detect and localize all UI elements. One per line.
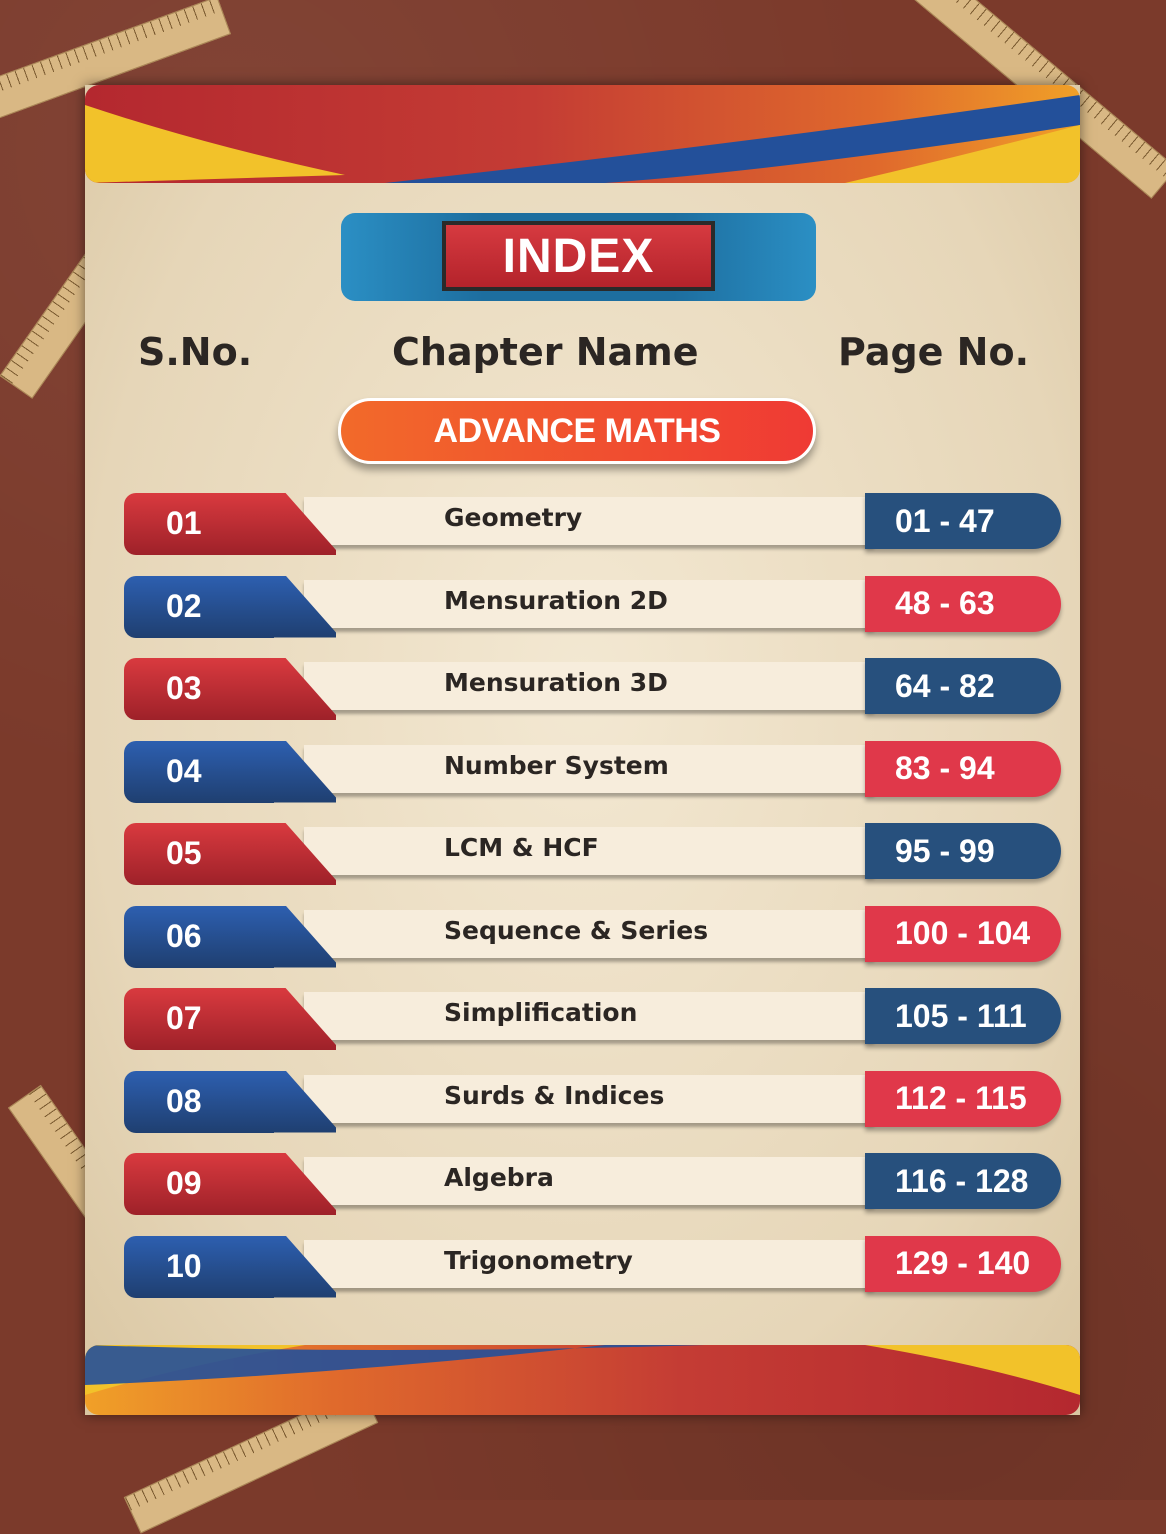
index-row: 02 Mensuration 2D 48 - 63	[124, 575, 1062, 638]
index-row: 09 Algebra 116 - 128	[124, 1153, 1062, 1215]
sno-value: 05	[166, 835, 202, 871]
sno-badge: 09	[124, 1153, 274, 1215]
chapter-name: Simplification	[444, 998, 638, 1027]
column-header-chapter: Chapter Name	[392, 330, 699, 374]
index-row: 01 Geometry 01 - 47	[124, 493, 1062, 555]
sno-value: 08	[166, 1082, 202, 1119]
page-range: 105 - 111	[895, 997, 1027, 1034]
page-range: 112 - 115	[895, 1080, 1027, 1116]
page-range-badge: 112 - 115	[865, 1070, 1061, 1127]
sno-value: 02	[166, 587, 202, 624]
sno-badge: 01	[124, 493, 274, 555]
sno-badge: 05	[124, 823, 274, 885]
index-row: 05 LCM & HCF 95 - 99	[124, 823, 1062, 885]
index-row: 07 Simplification 105 - 111	[124, 988, 1062, 1050]
page-range: 48 - 63	[895, 585, 995, 621]
index-row: 10 Trigonometry 129 - 140	[124, 1235, 1062, 1298]
index-row: 03 Mensuration 3D 64 - 82	[124, 658, 1062, 720]
chapter-strip	[304, 1239, 874, 1288]
chapter-name: LCM & HCF	[444, 833, 599, 862]
page-range: 83 - 94	[895, 750, 995, 786]
page-range: 116 - 128	[895, 1162, 1029, 1199]
page-title: INDEX	[502, 229, 655, 283]
page-range-badge: 01 - 47	[865, 493, 1061, 549]
sno-badge: 06	[124, 905, 274, 968]
section-title: ADVANCE MATHS	[433, 411, 721, 450]
section-badge: ADVANCE MATHS	[338, 398, 816, 464]
index-row: 06 Sequence & Series 100 - 104	[124, 905, 1062, 968]
index-row: 08 Surds & Indices 112 - 115	[124, 1070, 1062, 1133]
sno-badge: 08	[124, 1070, 274, 1133]
chapter-name: Mensuration 2D	[444, 585, 668, 615]
page-range-badge: 116 - 128	[865, 1153, 1061, 1209]
chapter-strip	[304, 909, 874, 958]
sno-badge: 10	[124, 1235, 274, 1298]
page-range: 64 - 82	[895, 667, 995, 704]
sno-badge: 02	[124, 575, 274, 638]
sno-badge: 03	[124, 658, 274, 720]
chapter-strip	[304, 992, 874, 1040]
sno-value: 10	[166, 1247, 202, 1284]
page-range: 100 - 104	[895, 915, 1031, 951]
index-title-ribbon: INDEX	[341, 213, 816, 301]
page-range-badge: 95 - 99	[865, 823, 1061, 879]
chapter-name: Sequence & Series	[444, 915, 709, 945]
top-banner	[85, 85, 1080, 183]
sno-badge: 07	[124, 988, 274, 1050]
chapter-name: Algebra	[444, 1163, 554, 1192]
sno-value: 07	[166, 1000, 202, 1036]
sno-badge: 04	[124, 740, 274, 803]
sno-value: 06	[166, 917, 202, 954]
column-header-sno: S.No.	[138, 330, 253, 374]
sno-value: 01	[166, 505, 202, 541]
page-range: 129 - 140	[895, 1245, 1031, 1281]
chapter-strip	[304, 827, 874, 875]
page-range: 01 - 47	[895, 502, 995, 539]
page-range-badge: 100 - 104	[865, 905, 1061, 962]
chapter-name: Mensuration 3D	[444, 668, 668, 697]
chapter-name: Trigonometry	[444, 1245, 633, 1275]
chapter-strip	[304, 1074, 874, 1123]
chapter-name: Surds & Indices	[444, 1080, 665, 1110]
page-range-badge: 48 - 63	[865, 575, 1061, 632]
sno-value: 03	[166, 670, 202, 706]
page-range-badge: 129 - 140	[865, 1235, 1061, 1292]
page-range: 95 - 99	[895, 832, 995, 869]
chapter-strip	[304, 579, 874, 628]
chapter-name: Geometry	[444, 503, 583, 532]
sno-value: 09	[166, 1165, 202, 1201]
index-row: 04 Number System 83 - 94	[124, 740, 1062, 803]
page-range-badge: 83 - 94	[865, 740, 1061, 797]
page-range-badge: 64 - 82	[865, 658, 1061, 714]
chapter-strip	[304, 1157, 874, 1205]
chapter-strip	[304, 744, 874, 793]
page-range-badge: 105 - 111	[865, 988, 1061, 1044]
chapter-strip	[304, 497, 874, 545]
chapter-strip	[304, 662, 874, 710]
bottom-banner	[85, 1345, 1080, 1415]
sno-value: 04	[166, 752, 202, 789]
chapter-name: Number System	[444, 750, 669, 780]
column-header-page: Page No.	[838, 330, 1030, 374]
